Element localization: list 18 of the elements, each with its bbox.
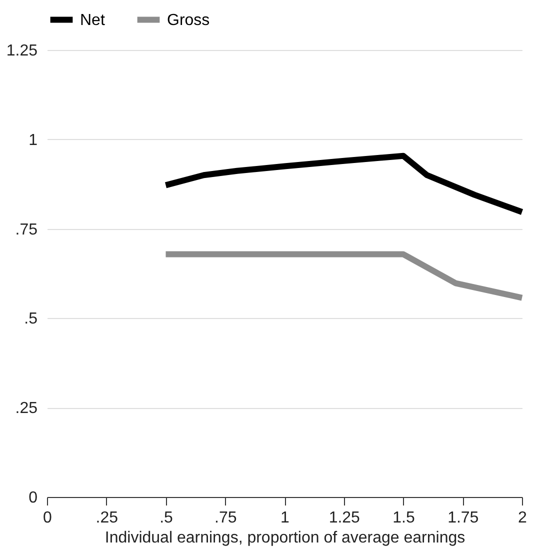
x-tick-label: 2: [518, 510, 528, 526]
legend-label: Net: [80, 12, 106, 29]
y-tick-label: 1.25: [6, 42, 38, 60]
legend-label: Gross: [167, 12, 210, 29]
x-tick-label: 1: [280, 510, 290, 526]
x-tick-label: 0: [43, 510, 52, 526]
y-tick-label: .75: [15, 221, 38, 238]
y-tick-label: .25: [15, 400, 38, 418]
x-tick-label: 1.5: [392, 510, 415, 526]
y-tick-label: .5: [24, 310, 38, 328]
x-tick-label: .5: [160, 510, 174, 526]
x-axis-title: Individual earnings, proportion of average earnings: [104, 530, 466, 546]
y-tick-label: 0: [28, 490, 38, 506]
x-tick-label: 1.75: [448, 510, 479, 526]
y-tick-label: 1: [28, 132, 38, 149]
x-tick-label: 1.25: [328, 510, 360, 526]
x-tick-label: .75: [214, 510, 237, 526]
x-tick-label: .25: [96, 510, 118, 526]
